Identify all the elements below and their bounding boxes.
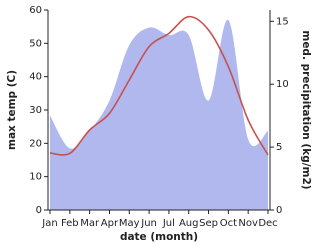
y-tick-label: 60 [29,5,42,16]
y-axis-label: max temp (C) [6,70,18,150]
x-tick-label: Jun [140,218,157,229]
x-tick-label: Jul [162,218,175,229]
x-tick-label: Sep [199,218,218,229]
temperature-line [49,15,269,156]
x-axis-label: date (month) [120,231,198,243]
y2-tick-label: 10 [276,79,289,90]
chart: date (month) max temp (C) med. precipita… [6,5,312,243]
x-tick-label: Mar [80,218,100,229]
y2-axis-label: med. precipitation (kg/m2) [300,30,312,189]
x-tick-label: Feb [61,218,79,229]
y2-tick-label: 15 [276,16,289,27]
y-tick-label: 20 [29,138,42,149]
x-tick-label: Nov [238,218,258,229]
x-tick-label: Aug [179,218,199,229]
x-tick-label: Apr [101,218,119,229]
y-tick-label: 0 [36,205,42,216]
y2-tick-label: 0 [276,205,282,216]
x-tick-label: Jan [41,218,57,229]
x-tick-label: May [119,218,140,229]
y-tick-label: 10 [29,172,42,183]
x-tick-label: Dec [258,218,277,229]
precipitation-area [50,19,268,210]
y2-tick-label: 5 [276,142,282,153]
y-tick-label: 50 [29,38,42,49]
y-tick-label: 40 [29,72,42,83]
x-tick-label: Oct [220,218,237,229]
y-tick-label: 30 [29,105,42,116]
